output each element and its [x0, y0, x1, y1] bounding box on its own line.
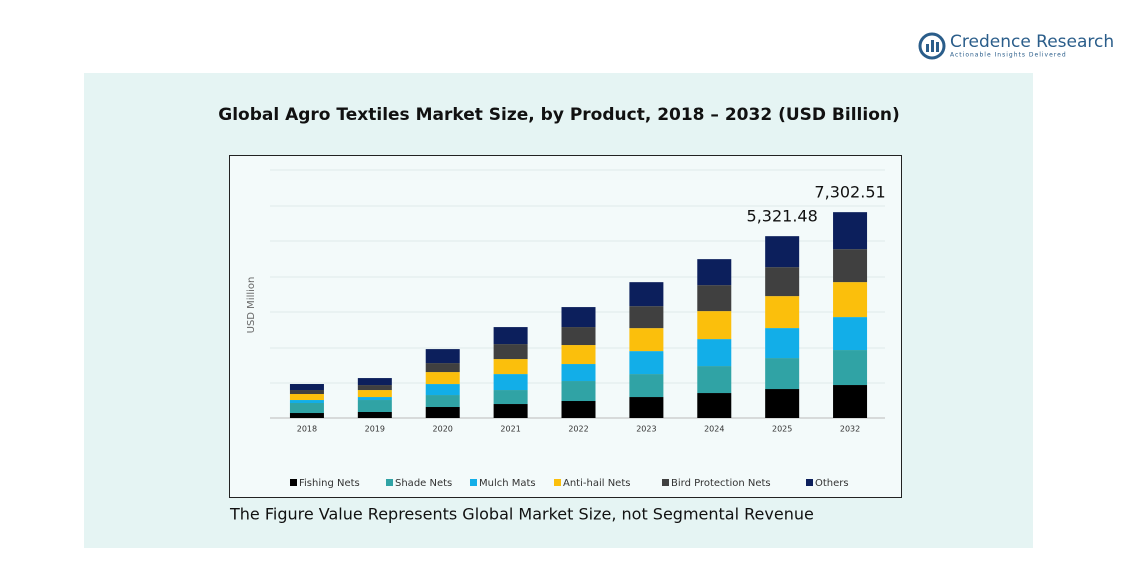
legend-label: Mulch Mats — [479, 478, 536, 489]
bar-segment — [493, 374, 528, 391]
bar-segment — [833, 385, 868, 418]
x-tick-label: 2021 — [500, 425, 520, 434]
bar-segment — [425, 372, 460, 385]
chart-title: Global Agro Textiles Market Size, by Pro… — [218, 105, 900, 125]
legend-swatch — [386, 479, 393, 486]
bar-segment — [833, 212, 868, 250]
tagline: Actionable Insights Delivered — [950, 52, 1067, 59]
bar-segment — [629, 351, 664, 375]
legend-swatch — [806, 479, 813, 486]
bar-segment — [357, 378, 392, 386]
bar-segment — [765, 267, 800, 297]
bar-segment — [561, 364, 596, 382]
bar-segment — [425, 363, 460, 373]
legend-label: Anti-hail Nets — [563, 478, 630, 489]
bar-segment — [357, 390, 392, 398]
bar-segment — [357, 411, 392, 418]
bar-segment — [357, 397, 392, 401]
bar-segment — [561, 345, 596, 365]
x-tick-label: 2032 — [840, 425, 860, 434]
legend-label: Shade Nets — [395, 478, 452, 489]
bar-segment — [561, 401, 596, 418]
bar-segment — [561, 327, 596, 346]
bar-segment — [697, 366, 732, 394]
bar-segment — [765, 358, 800, 390]
bar-segment — [289, 400, 324, 404]
legend-swatch — [662, 479, 669, 486]
x-tick-label: 2018 — [297, 425, 317, 434]
bar-segment — [493, 359, 528, 375]
bar-segment — [561, 307, 596, 328]
bar-segment — [493, 327, 528, 345]
bar-segment — [765, 296, 800, 329]
y-axis-label: USD Million — [246, 277, 257, 334]
bar-segment — [493, 344, 528, 360]
legend-label: Bird Protection Nets — [671, 478, 771, 489]
x-tick-label: 2019 — [365, 425, 385, 434]
bar-segment — [425, 349, 460, 364]
bar-segment — [629, 374, 664, 398]
bar-segment — [425, 407, 460, 418]
bar-segment — [833, 317, 868, 351]
legend-swatch — [290, 479, 297, 486]
logo-icon — [918, 32, 946, 60]
bar-segment — [697, 285, 732, 312]
bar-segment — [629, 397, 664, 418]
bar-segment — [697, 339, 732, 367]
bar-segment — [289, 390, 324, 395]
bar-segment — [697, 393, 732, 418]
bar-segment — [357, 400, 392, 412]
legend-label: Fishing Nets — [299, 478, 360, 489]
bar-segment — [833, 282, 868, 318]
x-tick-label: 2022 — [568, 425, 588, 434]
total-label: 5,321.48 — [747, 207, 818, 226]
bar-segment — [493, 404, 528, 418]
bar-segment — [833, 350, 868, 386]
bar-segment — [289, 413, 324, 418]
legend-label: Others — [815, 478, 849, 489]
bar-segment — [629, 328, 664, 352]
bar-segment — [765, 389, 800, 418]
bar-segment — [425, 395, 460, 408]
bar-segment — [357, 385, 392, 391]
bar-segment — [697, 311, 732, 340]
bar-segment — [765, 328, 800, 359]
bar-segment — [629, 306, 664, 329]
bar-segment — [425, 384, 460, 396]
bar-segment — [289, 384, 324, 391]
bar-segment — [697, 259, 732, 286]
x-tick-label: 2023 — [636, 425, 656, 434]
bar-segment — [833, 249, 868, 283]
bar-segment — [561, 381, 596, 402]
bar-segment — [629, 282, 664, 307]
legend-swatch — [470, 479, 477, 486]
bar-segment — [765, 236, 800, 268]
logo: Credence Research Actionable Insights De… — [918, 32, 1114, 60]
caption: The Figure Value Represents Global Marke… — [229, 505, 814, 524]
legend-swatch — [554, 479, 561, 486]
brand: Credence Research — [950, 32, 1114, 52]
total-label: 7,302.51 — [814, 183, 885, 202]
bar-segment — [493, 390, 528, 405]
x-tick-label: 2020 — [433, 425, 453, 434]
x-tick-label: 2024 — [704, 425, 724, 434]
bar-segment — [289, 403, 324, 414]
x-tick-label: 2025 — [772, 425, 792, 434]
bar-segment — [289, 394, 324, 401]
